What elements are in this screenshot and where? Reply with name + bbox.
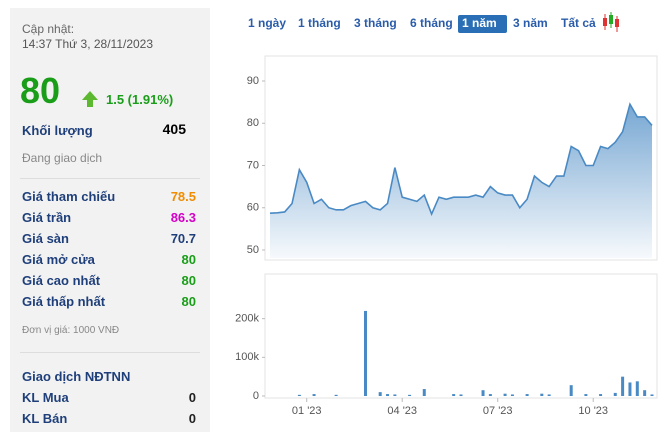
- plot-frame: [264, 273, 658, 399]
- volume-bar: [364, 310, 367, 396]
- updated-time: 14:37 Thứ 3, 28/11/2023: [22, 37, 154, 51]
- y-tick-label: 200k: [235, 313, 259, 325]
- price-change: 1.5 (1.91%): [106, 92, 174, 107]
- volume-bar: [525, 394, 529, 396]
- volume-bar: [621, 376, 625, 396]
- volume-bar: [452, 394, 456, 396]
- volume-bar: [547, 394, 551, 396]
- y-tick-label: 100k: [235, 351, 259, 363]
- volume-bar: [481, 390, 485, 396]
- row-value: 80: [181, 252, 196, 267]
- range-tab[interactable]: 1 ngày: [248, 16, 286, 30]
- row-label: Giá trần: [22, 210, 72, 225]
- tab-label[interactable]: 3 năm: [513, 16, 548, 30]
- row-value: 86.3: [170, 210, 196, 225]
- row-label: Giá thấp nhất: [22, 294, 106, 309]
- volume: 405: [162, 121, 186, 137]
- updated-label: Cập nhật:: [22, 22, 75, 36]
- volume-bar: [459, 394, 463, 396]
- volume-bar: [422, 389, 426, 396]
- volume-bar: [334, 394, 338, 396]
- y-tick-label: 0: [253, 390, 259, 402]
- status: Đang giao dịch: [22, 151, 103, 165]
- volume-bar: [408, 394, 412, 396]
- row-value: 70.7: [170, 231, 196, 246]
- volume-bar: [650, 394, 654, 396]
- separator: [20, 178, 200, 179]
- up-arrow: [82, 91, 98, 107]
- range-tab[interactable]: 1 tháng: [298, 16, 341, 30]
- range-tab[interactable]: 3 năm: [513, 16, 548, 30]
- volume-bar: [488, 394, 492, 396]
- x-tick-label: 07 '23: [483, 405, 513, 417]
- volume-bar: [312, 394, 316, 396]
- tab-label[interactable]: 3 tháng: [354, 16, 397, 30]
- volume-label: Khối lượng: [22, 123, 93, 138]
- volume-bar: [510, 394, 514, 396]
- tab-label[interactable]: 1 tháng: [298, 16, 341, 30]
- x-tick-label: 10 '23: [578, 405, 608, 417]
- plot-frame: [264, 55, 658, 261]
- volume-bar: [378, 392, 382, 396]
- volume-bar: [503, 393, 507, 396]
- candle-icon: [603, 12, 619, 32]
- row-label: Giá cao nhất: [22, 273, 101, 288]
- volume-bar: [635, 381, 639, 396]
- row-value: 80: [181, 294, 196, 309]
- range-tab[interactable]: Tất cả: [561, 16, 596, 30]
- volume-bar: [584, 394, 588, 396]
- tab-label[interactable]: 1 năm: [462, 16, 497, 30]
- tab-highlight: [458, 15, 507, 33]
- foreign-value: 0: [188, 390, 196, 405]
- row-label: Giá sàn: [22, 231, 69, 246]
- volume-bar: [297, 394, 301, 396]
- tab-label[interactable]: Tất cả: [561, 16, 596, 30]
- unit-note: Đơn vị giá: 1000 VNĐ: [22, 325, 120, 336]
- volume-bar: [569, 385, 573, 396]
- volume-bar: [393, 394, 397, 396]
- tab-label[interactable]: 6 tháng: [410, 16, 453, 30]
- volume-bar: [628, 382, 632, 396]
- range-tab[interactable]: 6 tháng: [410, 16, 453, 30]
- foreign-label: KL Bán: [22, 411, 68, 426]
- row-value: 80: [181, 273, 196, 288]
- volume-bar: [386, 394, 390, 396]
- y-tick-label: 50: [247, 244, 259, 256]
- price-area: [270, 104, 652, 258]
- range-tab[interactable]: 1 năm: [458, 15, 507, 33]
- y-tick-label: 60: [247, 202, 259, 214]
- info-panel: Cập nhật: 14:37 Thứ 3, 28/11/2023 80 1.5…: [10, 8, 210, 432]
- y-tick-label: 90: [247, 75, 259, 87]
- volume-bar: [613, 392, 617, 396]
- y-tick-label: 70: [247, 159, 259, 171]
- row-label: Giá tham chiếu: [22, 189, 116, 204]
- separator: [20, 352, 200, 353]
- foreign-value: 0: [188, 411, 196, 426]
- x-tick-label: 04 '23: [387, 405, 417, 417]
- foreign-label: KL Mua: [22, 390, 69, 405]
- row-value: 78.5: [170, 189, 196, 204]
- y-tick-label: 80: [247, 117, 259, 129]
- foreign-title: Giao dịch NĐTNN: [22, 369, 131, 384]
- price: 80: [20, 70, 61, 111]
- volume-bar: [643, 390, 647, 396]
- price-line: [269, 102, 653, 217]
- range-tab[interactable]: 3 tháng: [354, 16, 397, 30]
- tab-label[interactable]: 1 ngày: [248, 16, 286, 30]
- x-tick-label: 01 '23: [292, 405, 322, 417]
- volume-bar: [599, 394, 603, 396]
- row-label: Giá mở cửa: [22, 252, 95, 267]
- volume-bar: [540, 393, 544, 396]
